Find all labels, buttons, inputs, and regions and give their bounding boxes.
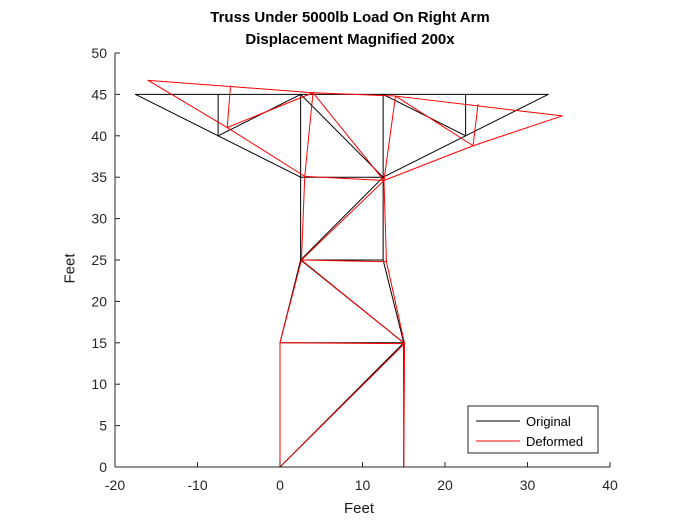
legend-box <box>467 405 599 454</box>
deformed-member-2 <box>403 343 406 468</box>
original-member-11 <box>300 176 384 261</box>
y-axis-label: Feet <box>61 253 79 284</box>
deformed-member-18 <box>383 145 474 182</box>
deformed-member-3 <box>279 343 406 468</box>
y-tick-label: 35 <box>91 169 107 185</box>
y-tick-label: 5 <box>99 418 107 434</box>
plot-area <box>135 79 563 468</box>
x-tick-label: 10 <box>355 477 371 493</box>
deformed-member-14 <box>312 92 396 97</box>
axes: -20 -10 0 10 20 30 40 0 5 10 15 20 25 30 35 40 45 50 <box>91 45 618 493</box>
deformed-member-19 <box>472 115 563 147</box>
original-member-23 <box>300 93 384 178</box>
x-axis-label: Feet <box>344 500 375 517</box>
y-tick-label: 40 <box>91 128 107 144</box>
deformed-member-20 <box>226 85 231 129</box>
deformed-member-4 <box>279 342 406 345</box>
y-tick-label: 15 <box>91 335 107 351</box>
y-tick-label: 10 <box>91 376 107 392</box>
chart-title: Truss Under 5000lb Load On Right Arm <box>210 9 490 26</box>
original-member-19 <box>465 93 549 137</box>
x-tick-label: 0 <box>276 477 284 493</box>
y-tick-label: 0 <box>99 459 107 475</box>
y-tick-label: 20 <box>91 293 107 309</box>
deformed-member-5 <box>279 259 302 344</box>
original-member-6 <box>382 259 405 344</box>
x-tick-label: -10 <box>187 477 207 493</box>
y-tick-label: 45 <box>91 86 107 102</box>
x-tick-label: 20 <box>437 477 453 493</box>
deformed-member-8 <box>300 259 387 263</box>
y-tick-label: 30 <box>91 211 107 227</box>
deformed-member-15 <box>395 95 563 117</box>
deformed-member-11 <box>300 180 385 261</box>
deformed-member-24 <box>383 95 396 182</box>
original-member-17 <box>217 135 302 178</box>
chart-subtitle: Displacement Magnified 200x <box>245 31 455 48</box>
y-tick-label: 25 <box>91 252 107 268</box>
original-member-21 <box>217 93 302 137</box>
deformed-member-12 <box>304 175 385 182</box>
deformed-member-25 <box>395 95 474 147</box>
deformed-member-23 <box>312 92 385 182</box>
deformed-member-17 <box>226 127 306 177</box>
deformed-member-9 <box>300 175 306 261</box>
legend-label-deformed: Deformed <box>526 434 583 449</box>
y-tick-label: 50 <box>91 45 107 61</box>
deformed-member-22 <box>304 92 314 177</box>
series-deformed <box>147 79 563 468</box>
legend-label-original: Original <box>526 414 571 429</box>
deformed-member-26 <box>472 103 479 147</box>
x-tick-label: -20 <box>105 477 125 493</box>
original-member-16 <box>135 93 219 137</box>
deformed-member-10 <box>383 180 387 263</box>
x-tick-label: 30 <box>520 477 536 493</box>
x-tick-label: 40 <box>602 477 618 493</box>
deformed-member-6 <box>385 261 406 345</box>
deformed-member-16 <box>147 79 228 129</box>
deformed-member-7 <box>300 259 406 345</box>
legend: Original Deformed <box>467 405 599 454</box>
deformed-member-21 <box>226 92 314 129</box>
original-member-18 <box>382 135 467 178</box>
